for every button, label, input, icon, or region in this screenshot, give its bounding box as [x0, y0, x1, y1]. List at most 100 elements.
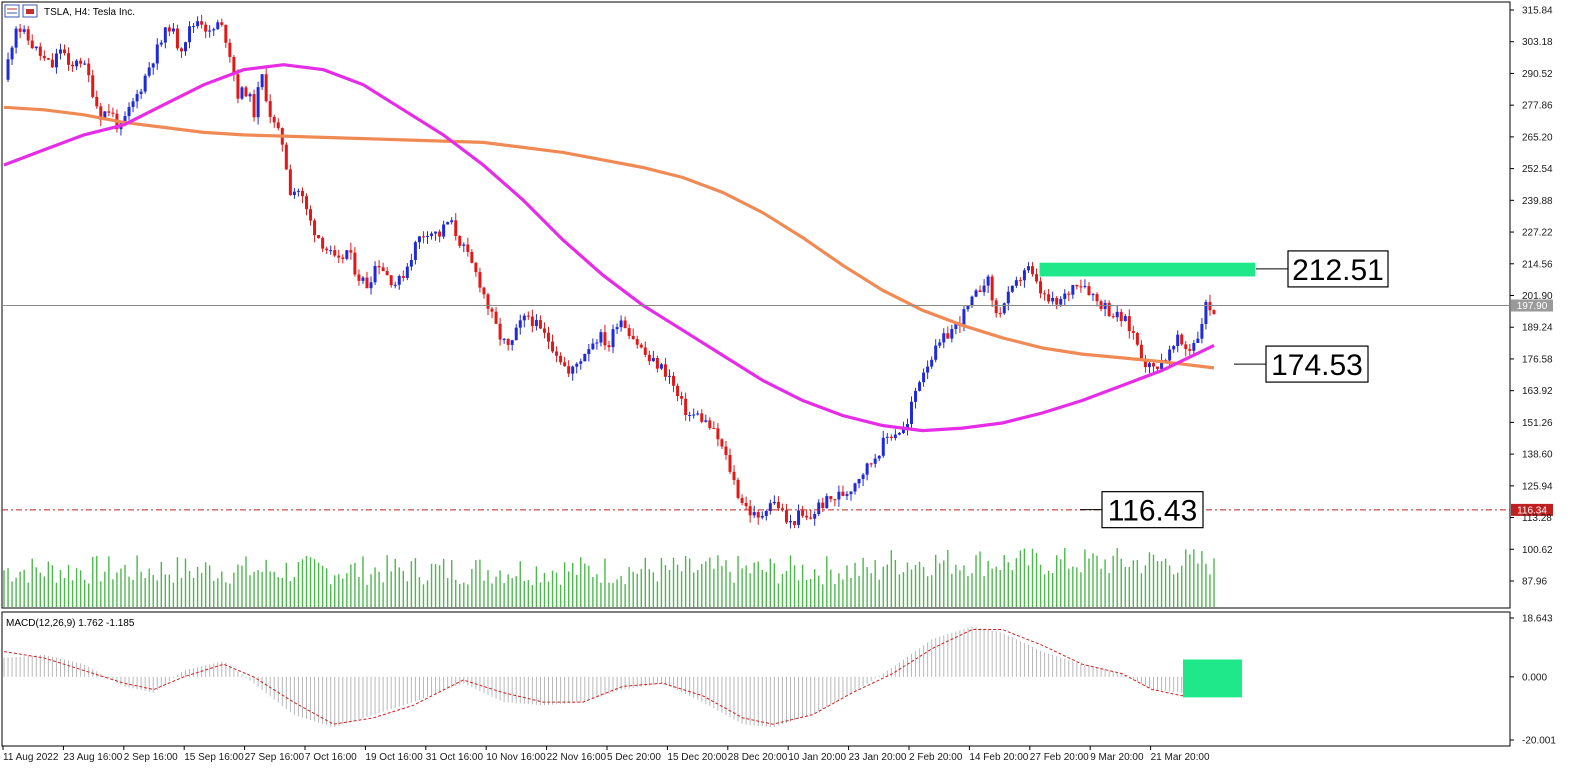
- y-tick-label: 100.62: [1522, 545, 1553, 556]
- y-tick-label: 189.24: [1522, 323, 1553, 334]
- price-axis[interactable]: 315.84 303.18 290.52 277.86 265.20 252.54 239.…: [1510, 6, 1553, 588]
- candle-body: [1083, 286, 1087, 288]
- candle-body: [75, 60, 79, 67]
- candle-body: [389, 275, 393, 286]
- macd-signal-line: [3, 629, 1215, 725]
- candle-body: [639, 344, 643, 348]
- candle-body: [159, 42, 163, 45]
- candle-body: [216, 22, 220, 30]
- candle-body: [486, 294, 490, 309]
- candle-body: [619, 320, 623, 328]
- candle-body: [1026, 266, 1030, 271]
- candle-body: [1127, 316, 1131, 332]
- y-tick-label: 151.26: [1522, 418, 1553, 429]
- candle-body: [1002, 303, 1006, 314]
- candle-body: [268, 101, 272, 117]
- candle-body: [305, 196, 308, 210]
- x-tick-label: 28 Dec 20:00: [728, 752, 788, 763]
- candle-body: [1051, 297, 1055, 302]
- candle-body: [526, 315, 530, 317]
- candle-body: [716, 428, 720, 440]
- candle-body: [623, 320, 627, 329]
- candle-body: [365, 277, 369, 289]
- candle-body: [603, 332, 607, 346]
- candle-body: [87, 63, 91, 76]
- candle-body: [728, 455, 732, 472]
- candle-body: [825, 496, 829, 509]
- y-tick-label: 214.56: [1522, 259, 1553, 270]
- candle-body: [42, 55, 46, 59]
- y-tick-label: 201.90: [1522, 291, 1553, 302]
- volume-bars: [3, 548, 1215, 607]
- y-tick-label: 87.96: [1522, 577, 1547, 588]
- macd-panel-frame: [1, 611, 1511, 747]
- candle-body: [784, 510, 788, 523]
- candle-body: [530, 316, 534, 327]
- candle-body: [1143, 358, 1147, 368]
- candle-body: [175, 28, 179, 49]
- y-tick-label: 277.86: [1522, 101, 1553, 112]
- candle-body: [881, 437, 885, 456]
- candle-body: [482, 287, 486, 295]
- candle-body: [204, 24, 208, 32]
- candle-body: [1115, 311, 1119, 318]
- candle-body: [736, 480, 740, 498]
- candle-body: [994, 300, 998, 314]
- candle-body: [46, 58, 50, 60]
- candle-body: [922, 372, 926, 383]
- annotation-box: [1265, 345, 1369, 383]
- candle-body: [1063, 293, 1067, 299]
- candle-body: [131, 101, 135, 107]
- candle-body: [79, 60, 83, 64]
- candle-body: [292, 191, 296, 195]
- candle-body: [595, 342, 599, 344]
- candle-body: [522, 315, 526, 321]
- candle-body: [514, 327, 518, 341]
- candle-body: [34, 46, 38, 49]
- candle-body: [260, 74, 264, 88]
- candle-body: [18, 28, 22, 32]
- candle-body: [547, 332, 550, 342]
- candle-body: [1188, 349, 1192, 351]
- candle-body: [1119, 311, 1123, 322]
- x-tick-label: 11 Aug 2022: [3, 752, 59, 763]
- candle-body: [99, 106, 103, 120]
- candle-body: [224, 24, 228, 43]
- candle-body: [998, 313, 1002, 315]
- x-tick-label: 23 Jan 20:00: [849, 752, 907, 763]
- candle-body: [801, 510, 805, 516]
- candle-body: [313, 220, 317, 236]
- candle-body: [341, 257, 345, 259]
- candle-body: [954, 322, 958, 330]
- y-tick-label: 303.18: [1522, 37, 1553, 48]
- candle-body: [385, 271, 389, 276]
- x-tick-label: 31 Oct 16:00: [426, 752, 484, 763]
- time-axis[interactable]: 11 Aug 2022 23 Aug 16:00 2 Sep 16:00 15 Sep…: [2, 746, 1210, 763]
- candle-body: [14, 28, 18, 48]
- main-panel-frame: [1, 1, 1511, 609]
- candle-body: [1087, 286, 1091, 296]
- candle-body: [696, 413, 700, 415]
- y-tick-label: 113.28: [1522, 513, 1552, 524]
- candle-body: [942, 333, 946, 343]
- y-tick-label: 125.94: [1522, 481, 1553, 492]
- chart-grid-icon[interactable]: [4, 4, 20, 18]
- candle-body: [861, 474, 865, 479]
- candle-body: [752, 512, 756, 516]
- candle-body: [930, 359, 934, 367]
- x-tick-label: 22 Nov 16:00: [547, 752, 607, 763]
- current-price-tag: [1511, 299, 1553, 312]
- resistance-zone: [1039, 262, 1256, 277]
- candle-body: [143, 75, 147, 92]
- macd-indicator: MACD(12,26,9) 1.762 -1.185 18.643 0.000 -20…: [3, 614, 1556, 747]
- candle-body: [768, 503, 772, 512]
- x-tick-label: 2 Sep 16:00: [124, 752, 178, 763]
- chart-title: TSLA, H4: Tesla Inc.: [44, 7, 135, 18]
- candle-body: [107, 111, 111, 113]
- candle-body: [38, 46, 42, 56]
- candle-body: [1196, 338, 1200, 343]
- support-price-label: 116.34: [1517, 505, 1547, 516]
- candle-body: [974, 290, 978, 297]
- candle-body: [103, 111, 107, 120]
